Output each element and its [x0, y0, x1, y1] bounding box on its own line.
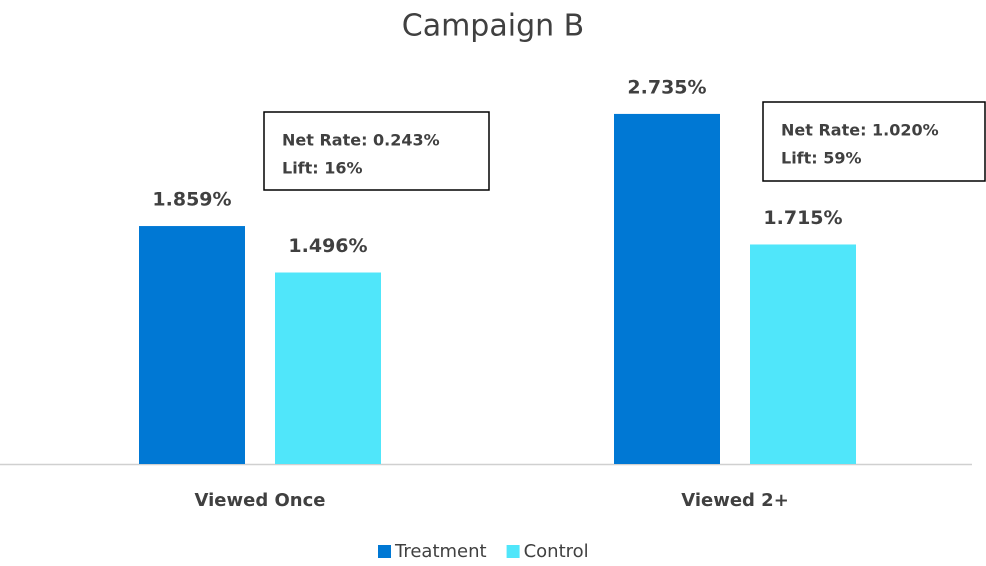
bar: [614, 113, 720, 465]
legend-label: Control: [524, 541, 589, 562]
annotation-text: Lift: 16%: [282, 159, 363, 178]
data-label: 1.859%: [152, 189, 231, 211]
bar: [275, 272, 381, 464]
bar: [139, 226, 245, 464]
annotation-text: Net Rate: 1.020%: [781, 121, 939, 140]
legend-swatch: [378, 545, 391, 558]
chart-title: Campaign B: [402, 9, 585, 44]
bar: [750, 244, 856, 464]
legend-swatch: [506, 545, 520, 558]
legend-label: Treatment: [394, 541, 487, 562]
data-label: 2.735%: [627, 76, 706, 98]
data-label: 1.715%: [763, 207, 842, 229]
data-label: 1.496%: [288, 235, 367, 257]
x-tick-label: Viewed Once: [195, 490, 326, 511]
annotation-box: [263, 111, 490, 191]
annotation-box: [762, 101, 986, 182]
annotation-text: Net Rate: 0.243%: [282, 131, 440, 150]
annotation-text: Lift: 59%: [781, 149, 862, 168]
x-tick-label: Viewed 2+: [681, 490, 789, 511]
